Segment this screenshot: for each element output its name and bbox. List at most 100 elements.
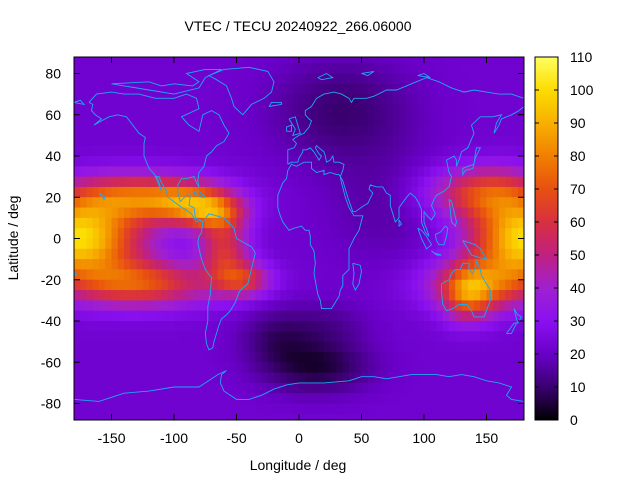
heatmap-cell	[430, 248, 438, 260]
heatmap-cell	[92, 310, 100, 322]
heatmap-cell	[449, 393, 456, 405]
heatmap-cell	[442, 248, 450, 260]
heatmap-cell	[330, 228, 338, 240]
heatmap-cell	[517, 331, 524, 343]
heatmap-cell	[167, 73, 175, 85]
heatmap-cell	[236, 145, 244, 157]
heatmap-cell	[274, 145, 281, 157]
heatmap-cell	[511, 166, 519, 178]
heatmap-cell	[411, 176, 419, 188]
heatmap-cell	[405, 300, 413, 312]
heatmap-cell	[374, 372, 381, 384]
heatmap-cell	[317, 176, 325, 188]
heatmap-cell	[92, 104, 100, 116]
heatmap-cell	[267, 372, 275, 384]
heatmap-cell	[174, 57, 181, 64]
heatmap-cell	[511, 57, 519, 64]
heatmap-cell	[305, 83, 313, 95]
heatmap-cell	[386, 341, 394, 353]
heatmap-cell	[117, 331, 125, 343]
heatmap-cell	[261, 331, 269, 343]
heatmap-cell	[299, 331, 306, 343]
heatmap-cell	[74, 114, 81, 126]
heatmap-cell	[474, 403, 481, 415]
heatmap-cell	[355, 382, 363, 394]
heatmap-cell	[236, 57, 244, 64]
heatmap-cell	[280, 63, 288, 75]
heatmap-cell	[361, 197, 369, 209]
heatmap-cell	[505, 176, 513, 188]
heatmap-cell	[399, 238, 406, 250]
heatmap-cell	[380, 290, 388, 301]
heatmap-cell	[505, 125, 513, 136]
heatmap-cell	[467, 372, 475, 384]
heatmap-cell	[430, 57, 438, 64]
heatmap-cell	[411, 341, 419, 353]
heatmap-cell	[461, 176, 469, 188]
heatmap-cell	[380, 228, 388, 240]
heatmap-cell	[342, 63, 350, 75]
coastline	[513, 308, 523, 325]
heatmap-cell	[361, 290, 369, 301]
heatmap-cell	[167, 104, 175, 116]
x-tick-label: 100	[412, 430, 436, 446]
heatmap-cell	[236, 300, 244, 312]
heatmap-cell	[324, 362, 331, 374]
heatmap-cell	[449, 207, 456, 219]
coastline	[268, 101, 282, 107]
heatmap-cell	[130, 279, 138, 291]
heatmap-cell	[399, 166, 406, 178]
heatmap-cell	[486, 207, 494, 219]
heatmap-cell	[130, 156, 138, 167]
heatmap-cell	[180, 125, 188, 136]
heatmap-cell	[324, 63, 331, 75]
heatmap-cell	[349, 279, 356, 291]
heatmap-cell	[292, 351, 300, 363]
heatmap-cell	[405, 94, 413, 106]
heatmap-cell	[267, 135, 275, 147]
heatmap-cell	[442, 310, 450, 322]
heatmap-cell	[449, 197, 456, 209]
heatmap-cell	[424, 393, 431, 405]
heatmap-cell	[311, 186, 319, 198]
heatmap-cell	[192, 310, 200, 322]
heatmap-cell	[211, 341, 219, 353]
heatmap-cell	[455, 228, 463, 240]
heatmap-cell	[374, 207, 381, 219]
heatmap-cell	[211, 331, 219, 343]
heatmap-cell	[311, 393, 319, 405]
heatmap-cell	[111, 125, 119, 136]
heatmap-cell	[205, 372, 213, 384]
heatmap-cell	[499, 393, 506, 405]
heatmap-cell	[349, 331, 356, 343]
heatmap-cell	[474, 290, 481, 301]
heatmap-cell	[380, 269, 388, 281]
heatmap-cell	[261, 238, 269, 250]
heatmap-cell	[511, 135, 519, 147]
heatmap-cell	[167, 321, 175, 332]
heatmap-cell	[274, 341, 281, 353]
heatmap-cell	[505, 331, 513, 343]
heatmap-cell	[336, 300, 344, 312]
heatmap-cell	[180, 135, 188, 147]
heatmap-cell	[199, 321, 206, 332]
heatmap-cell	[217, 248, 225, 260]
heatmap-cell	[205, 217, 213, 229]
heatmap-cell	[149, 135, 156, 147]
heatmap-cell	[324, 238, 331, 250]
heatmap-cell	[199, 228, 206, 240]
heatmap-cell	[361, 207, 369, 219]
heatmap-cell	[292, 176, 300, 188]
heatmap-cell	[480, 310, 488, 322]
heatmap-cell	[124, 207, 131, 219]
heatmap-cell	[349, 259, 356, 271]
heatmap-cell	[130, 135, 138, 147]
heatmap-cell	[80, 135, 88, 147]
heatmap-cell	[274, 393, 281, 405]
heatmap-cell	[424, 382, 431, 394]
heatmap-cell	[411, 156, 419, 167]
heatmap-cell	[205, 300, 213, 312]
heatmap-cell	[336, 228, 344, 240]
heatmap-cell	[180, 57, 188, 64]
heatmap-cell	[261, 362, 269, 374]
